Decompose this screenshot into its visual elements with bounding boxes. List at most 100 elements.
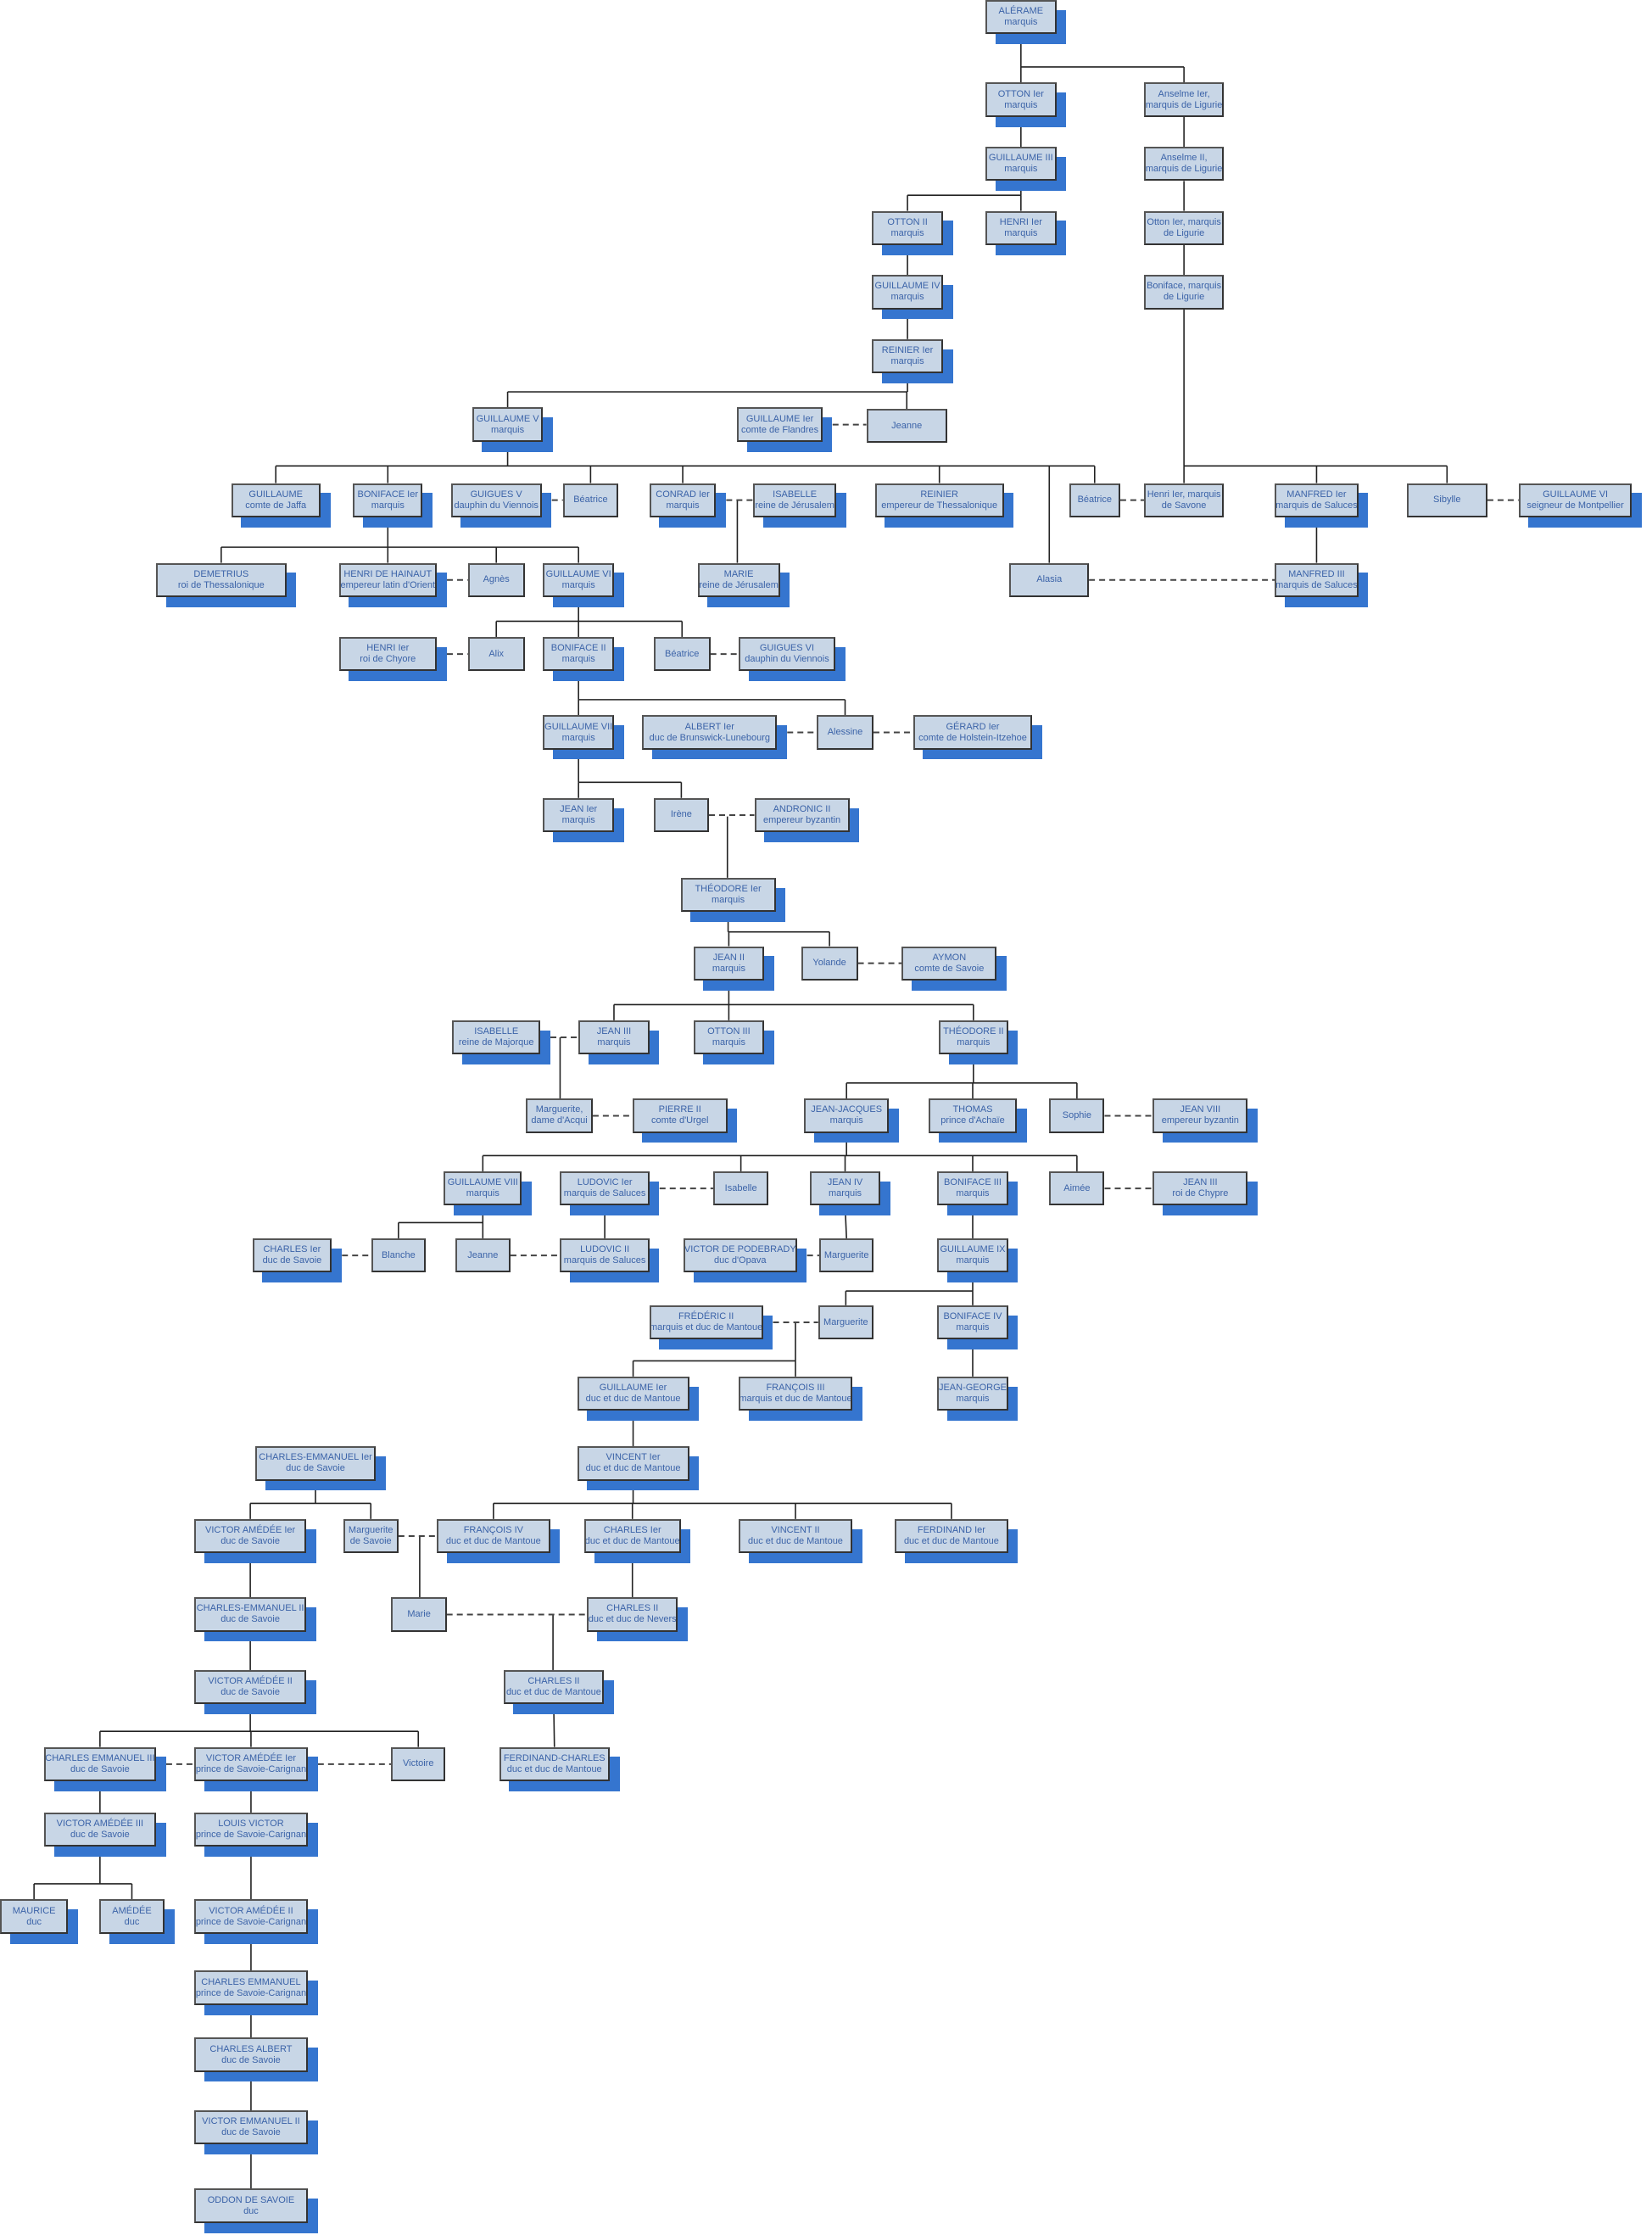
person-node-aimee[interactable]: Aimée — [1049, 1171, 1105, 1206]
person-node-manfred3[interactable]: MANFRED III marquis de Saluces — [1275, 562, 1359, 597]
person-node-francois4[interactable]: FRANÇOIS IV duc et duc de Mantoue — [436, 1518, 550, 1554]
person-node-thomas[interactable]: THOMAS prince d'Achaïe — [929, 1098, 1017, 1133]
person-node-guillaumejaffa[interactable]: GUILLAUME comte de Jaffa — [231, 483, 321, 517]
person-node-blanche[interactable]: Blanche — [371, 1238, 426, 1273]
person-node-isabellejer[interactable]: ISABELLE reine de Jérusalem — [752, 483, 837, 517]
person-node-manfred1[interactable]: MANFRED Ier marquis de Saluces — [1275, 483, 1359, 517]
person-node-frederic2[interactable]: FRÉDÉRIC II marquis et duc de Mantoue — [649, 1305, 763, 1340]
person-node-ce1[interactable]: CHARLES-EMMANUEL Ier duc de Savoie — [254, 1446, 377, 1481]
person-node-beatrice3[interactable]: Béatrice — [653, 636, 711, 672]
person-node-boniface2[interactable]: BONIFACE II marquis — [543, 636, 614, 672]
person-node-charles2mant[interactable]: CHARLES II duc et duc de Mantoue — [503, 1669, 605, 1705]
person-node-guillaume1mant[interactable]: GUILLAUME Ier duc et duc de Mantoue — [577, 1376, 689, 1411]
person-node-jean2[interactable]: JEAN II marquis — [693, 946, 765, 981]
person-node-va2[interactable]: VICTOR AMÉDÉE II duc de Savoie — [194, 1669, 307, 1705]
person-node-agnes[interactable]: Agnès — [467, 562, 525, 597]
person-node-charles2nevers[interactable]: CHARLES II duc et duc de Nevers — [587, 1597, 678, 1632]
person-node-guillaume7[interactable]: GUILLAUME VII marquis — [543, 715, 614, 750]
person-node-maurice[interactable]: MAURICE duc — [0, 1899, 69, 1934]
person-node-va2car[interactable]: VICTOR AMÉDÉE II prince de Savoie-Carigna… — [194, 1899, 308, 1934]
person-node-sophie[interactable]: Sophie — [1049, 1098, 1105, 1133]
person-node-alix[interactable]: Alix — [467, 636, 525, 672]
person-node-alerame[interactable]: ALÉRAME marquis — [985, 0, 1057, 35]
person-node-guillaumefl[interactable]: GUILLAUME Ier comte de Flandres — [737, 407, 823, 442]
person-node-henrihainaut[interactable]: HENRI DE HAINAUT empereur latin d'Orient — [338, 562, 437, 597]
person-node-margacqui[interactable]: Marguerite, dame d'Acqui — [526, 1098, 593, 1133]
person-node-jean4[interactable]: JEAN IV marquis — [809, 1171, 881, 1206]
person-node-boniface1[interactable]: BONIFACE Ier marquis — [353, 483, 423, 517]
person-node-charles1sav[interactable]: CHARLES Ier duc de Savoie — [252, 1238, 332, 1273]
person-node-va1car[interactable]: VICTOR AMÉDÉE Ier prince de Savoie-Carign… — [194, 1746, 308, 1781]
person-node-guillaume6[interactable]: GUILLAUME VI marquis — [543, 562, 614, 597]
person-node-theodore2[interactable]: THÉODORE II marquis — [938, 1020, 1008, 1055]
person-node-bonifacelig[interactable]: Boniface, marquis de Ligurie — [1144, 275, 1224, 310]
person-node-jeanjacques[interactable]: JEAN-JACQUES marquis — [804, 1098, 890, 1133]
person-node-cecar[interactable]: CHARLES EMMANUEL prince de Savoie-Carigna… — [194, 1970, 308, 2005]
person-node-ferdinand1[interactable]: FERDINAND Ier duc et duc de Mantoue — [895, 1518, 1008, 1554]
person-node-isabelle3[interactable]: Isabelle — [713, 1171, 769, 1206]
person-node-reinier1[interactable]: REINIER Ier marquis — [872, 338, 943, 374]
person-node-guillaume4[interactable]: GUILLAUME IV marquis — [872, 275, 943, 310]
person-node-aymon[interactable]: AYMON comte de Savoie — [901, 946, 997, 981]
person-node-marie2[interactable]: Marie — [391, 1597, 447, 1632]
person-node-jean3[interactable]: JEAN III marquis — [578, 1020, 650, 1055]
person-node-conrad1[interactable]: CONRAD Ier marquis — [649, 483, 717, 517]
person-node-francois3[interactable]: FRANÇOIS III marquis et duc de Mantoue — [739, 1376, 852, 1411]
person-node-anselme2[interactable]: Anselme II, marquis de Ligurie — [1144, 147, 1224, 182]
person-node-margsavoie[interactable]: Marguerite de Savoie — [343, 1518, 399, 1554]
person-node-reinieremp[interactable]: REINIER empereur de Thessalonique — [874, 483, 1004, 517]
person-node-isabellemaj[interactable]: ISABELLE reine de Majorque — [452, 1020, 541, 1055]
person-node-ferdcharles[interactable]: FERDINAND-CHARLES duc et duc de Mantoue — [499, 1746, 610, 1781]
person-node-pierre2[interactable]: PIERRE II comte d'Urgel — [632, 1098, 728, 1133]
person-node-va3[interactable]: VICTOR AMÉDÉE III duc de Savoie — [43, 1812, 156, 1847]
person-node-alessine[interactable]: Alessine — [817, 715, 873, 750]
person-node-guillaume3[interactable]: GUILLAUME III marquis — [985, 147, 1057, 182]
person-node-beatrice2[interactable]: Béatrice — [1069, 483, 1120, 517]
person-node-boniface3[interactable]: BONIFACE III marquis — [937, 1171, 1008, 1206]
person-node-ve2[interactable]: VICTOR EMMANUEL II duc de Savoie — [194, 2110, 308, 2145]
person-node-guillaume6mont[interactable]: GUILLAUME VI seigneur de Montpellier — [1518, 483, 1632, 517]
person-node-theodore1[interactable]: THÉODORE Ier marquis — [680, 877, 776, 913]
person-node-otton2[interactable]: OTTON II marquis — [872, 210, 943, 245]
person-node-yolande[interactable]: Yolande — [801, 946, 858, 981]
person-node-jean3chypre[interactable]: JEAN III roi de Chypre — [1152, 1171, 1248, 1206]
person-node-victorpod[interactable]: VICTOR DE PODEBRADY duc d'Opava — [683, 1238, 797, 1273]
person-node-sibylle[interactable]: Sibylle — [1406, 483, 1487, 517]
person-node-gerard1[interactable]: GÉRARD Ier comte de Holstein-Itzehoe — [913, 715, 1033, 750]
person-node-charlesalbert[interactable]: CHARLES ALBERT duc de Savoie — [194, 2037, 308, 2072]
person-node-beatrice1[interactable]: Béatrice — [562, 483, 618, 517]
person-node-louisvictor[interactable]: LOUIS VICTOR prince de Savoie-Carignan — [194, 1812, 308, 1847]
person-node-vincent2[interactable]: VINCENT II duc et duc de Mantoue — [739, 1518, 852, 1554]
person-node-ludovic1[interactable]: LUDOVIC Ier marquis de Saluces — [560, 1171, 650, 1206]
person-node-guillaume8[interactable]: GUILLAUME VIII marquis — [444, 1171, 522, 1206]
person-node-guillaume9[interactable]: GUILLAUME IX marquis — [937, 1238, 1008, 1273]
person-node-henrichypre[interactable]: HENRI Ier roi de Chyore — [338, 636, 437, 672]
person-node-ce2[interactable]: CHARLES-EMMANUEL II duc de Savoie — [194, 1597, 307, 1632]
person-node-marguerite2[interactable]: Marguerite — [819, 1238, 873, 1273]
person-node-guigues6[interactable]: GUIGUES VI dauphin du Viennois — [739, 636, 835, 672]
person-node-anselme1[interactable]: Anselme Ier, marquis de Ligurie — [1144, 82, 1224, 117]
person-node-oddon[interactable]: ODDON DE SAVOIE duc — [194, 2188, 308, 2223]
person-node-andronic2[interactable]: ANDRONIC II empereur byzantin — [754, 797, 850, 833]
person-node-jeangeorge[interactable]: JEAN-GEORGE marquis — [937, 1376, 1008, 1411]
person-node-irene[interactable]: Irène — [653, 797, 709, 833]
person-node-otton3[interactable]: OTTON III marquis — [693, 1020, 765, 1055]
person-node-jean8[interactable]: JEAN VIII empereur byzantin — [1152, 1098, 1248, 1133]
person-node-ottonlig[interactable]: Otton Ier, marquis de Ligurie — [1144, 210, 1224, 245]
person-node-otton1[interactable]: OTTON Ier marquis — [985, 82, 1057, 117]
person-node-boniface4[interactable]: BONIFACE IV marquis — [937, 1305, 1008, 1340]
person-node-jeanne1[interactable]: Jeanne — [866, 409, 947, 444]
person-node-henri1[interactable]: HENRI Ier marquis — [985, 210, 1057, 245]
person-node-mariejer[interactable]: MARIE reine de Jérusalem — [697, 562, 780, 597]
person-node-vincent1[interactable]: VINCENT Ier duc et duc de Mantoue — [577, 1446, 689, 1481]
person-node-alasia[interactable]: Alasia — [1009, 562, 1090, 597]
person-node-marguerite3[interactable]: Marguerite — [818, 1305, 873, 1340]
person-node-demetrius[interactable]: DEMETRIUS roi de Thessalonique — [155, 562, 287, 597]
person-node-ce3[interactable]: CHARLES EMMANUEL III duc de Savoie — [43, 1746, 156, 1781]
person-node-va1[interactable]: VICTOR AMÉDÉE Ier duc de Savoie — [194, 1518, 307, 1554]
person-node-amedee[interactable]: AMÉDÉE duc — [99, 1899, 165, 1934]
person-node-charles1mant[interactable]: CHARLES Ier duc et duc de Mantoue — [583, 1518, 681, 1554]
person-node-henrisavone[interactable]: Henri Ier, marquis de Savone — [1144, 483, 1224, 517]
